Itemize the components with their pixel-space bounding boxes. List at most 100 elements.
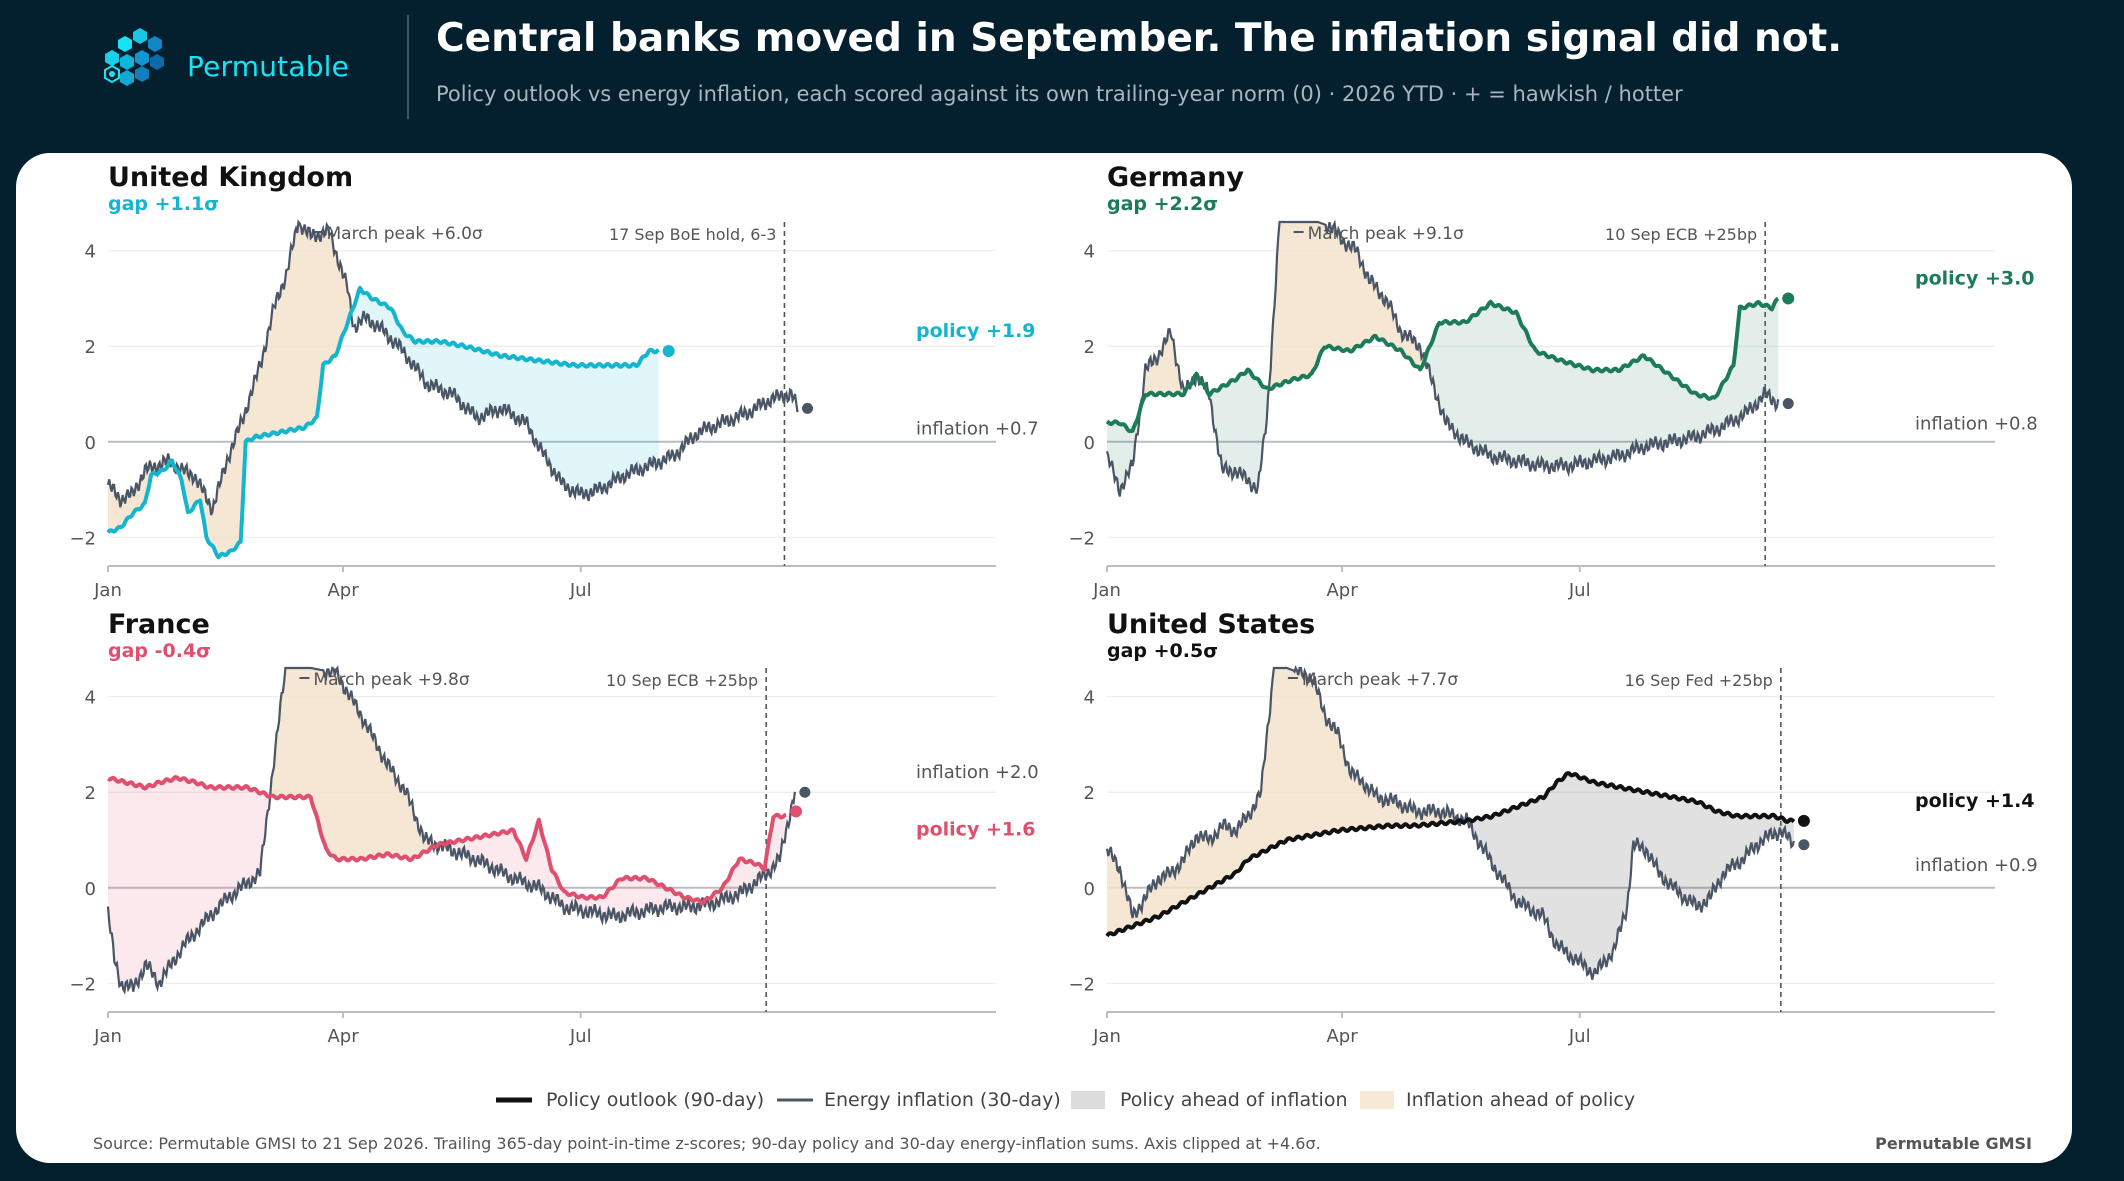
x-tick-label: Jul	[1568, 580, 1591, 601]
policy-line	[1105, 771, 1796, 938]
peak-label: March peak +7.7σ	[1302, 670, 1458, 690]
y-tick-label: 0	[1084, 433, 1095, 454]
y-tick-label: 4	[1084, 242, 1095, 263]
source-note: Source: Permutable GMSI to 21 Sep 2026. …	[93, 1134, 1321, 1153]
policy-end-marker	[1797, 814, 1810, 827]
inflation-ahead-area	[269, 668, 437, 860]
inflation-end-marker	[1782, 398, 1794, 410]
x-tick-label: Jan	[93, 580, 122, 601]
brand-label: Permutable GMSI	[1875, 1134, 2032, 1153]
event-label: 17 Sep BoE hold, 6-3	[609, 225, 776, 244]
x-tick-label: Jul	[1568, 1026, 1591, 1047]
x-tick-label: Apr	[1326, 1026, 1358, 1047]
policy-end-label: policy +1.4	[1915, 790, 2035, 812]
policy-line	[107, 775, 787, 906]
inflation-end-label: inflation +2.0	[916, 762, 1039, 783]
y-tick-label: 0	[85, 879, 96, 900]
header: Permutable Central banks moved in Septem…	[0, 0, 2124, 155]
hexagon-logo-icon	[104, 28, 164, 86]
permutable-logo: Permutable	[104, 28, 349, 108]
legend-label: Inflation ahead of policy	[1406, 1089, 1636, 1111]
page-subtitle: Policy outlook vs energy inflation, each…	[436, 82, 1683, 106]
inflation-end-label: inflation +0.8	[1915, 414, 2038, 435]
event-label: 16 Sep Fed +25bp	[1625, 671, 1773, 690]
policy-ahead-area	[1465, 773, 1794, 974]
y-tick-label: −2	[69, 528, 96, 549]
y-tick-label: 2	[1084, 337, 1095, 358]
inflation-ahead-area	[108, 460, 171, 533]
y-tick-label: −2	[69, 974, 96, 995]
x-tick-label: Jan	[1092, 1026, 1121, 1047]
x-tick-label: Jan	[1092, 580, 1121, 601]
policy-ahead-area	[1424, 298, 1779, 466]
logo-text: Permutable	[187, 50, 350, 83]
panel-gap-label: gap +0.5σ	[1107, 640, 1219, 662]
inflation-line	[106, 219, 799, 516]
panel-title: United States	[1107, 609, 1316, 640]
inflation-line	[106, 665, 796, 995]
x-tick-label: Apr	[327, 1026, 359, 1047]
policy-end-marker	[790, 805, 803, 818]
x-tick-label: Jan	[93, 1026, 122, 1047]
inflation-line	[1105, 219, 1780, 497]
x-tick-label: Jul	[569, 580, 592, 601]
x-tick-label: Apr	[327, 580, 359, 601]
event-label: 10 Sep ECB +25bp	[1605, 225, 1757, 244]
page-title: Central banks moved in September. The in…	[436, 16, 1843, 61]
inflation-ahead-area	[1107, 668, 1466, 936]
x-tick-label: Apr	[1326, 580, 1358, 601]
inflation-ahead-area	[1268, 222, 1425, 399]
peak-label: March peak +9.8σ	[313, 670, 469, 690]
legend-label: Policy outlook (90-day)	[546, 1089, 765, 1111]
header-divider	[407, 15, 409, 119]
panel-title: Germany	[1107, 162, 1244, 193]
policy-line	[1105, 296, 1780, 434]
y-tick-label: 0	[1084, 879, 1095, 900]
policy-end-label: policy +1.6	[916, 818, 1036, 840]
panel-gap-label: gap +2.2σ	[1107, 193, 1219, 215]
inflation-ahead-swatch	[1360, 1091, 1394, 1109]
policy-ahead-area	[108, 777, 269, 989]
legend-label: Policy ahead of inflation	[1120, 1089, 1348, 1111]
peak-label: March peak +6.0σ	[327, 224, 483, 244]
peak-label: March peak +9.1σ	[1308, 224, 1464, 244]
y-tick-label: −2	[1068, 528, 1095, 549]
y-tick-label: 0	[85, 433, 96, 454]
chart-united-kingdom: 4 2 0 −2 Jan Apr Jul 17 Sep BoE hold, 6-3 policy…	[69, 219, 1039, 601]
inflation-line-swatch	[777, 1098, 813, 1102]
policy-end-label: policy +3.0	[1915, 267, 2035, 289]
policy-line	[106, 285, 660, 560]
y-tick-label: 2	[85, 337, 96, 358]
inflation-end-label: inflation +0.9	[1915, 855, 2038, 876]
inflation-line	[1105, 665, 1795, 980]
inflation-end-marker	[802, 402, 814, 414]
panel-gap-label: gap +1.1σ	[108, 193, 220, 215]
inflation-ahead-area	[173, 222, 352, 557]
chart-france: 4 2 0 −2 Jan Apr Jul 10 Sep ECB +25bp policy +1.…	[69, 665, 1039, 1047]
y-tick-label: 2	[85, 783, 96, 804]
y-tick-label: 4	[85, 688, 96, 709]
panel-title: France	[108, 609, 210, 640]
policy-line-swatch	[496, 1097, 532, 1103]
policy-end-marker	[1782, 292, 1795, 305]
inflation-end-marker	[799, 786, 811, 798]
legend-label: Energy inflation (30-day)	[824, 1089, 1061, 1111]
y-tick-label: −2	[1068, 974, 1095, 995]
y-tick-label: 4	[85, 242, 96, 263]
y-tick-label: 4	[1084, 688, 1095, 709]
panel-title: United Kingdom	[108, 162, 354, 193]
policy-ahead-swatch	[1071, 1091, 1105, 1109]
inflation-end-marker	[1798, 839, 1810, 851]
panel-gap-label: gap -0.4σ	[108, 640, 211, 662]
legend: Policy outlook (90-day) Energy inflation…	[0, 1086, 2124, 1116]
policy-ahead-area	[351, 288, 659, 495]
x-tick-label: Jul	[569, 1026, 592, 1047]
chart-united-states: 4 2 0 −2 Jan Apr Jul 16 Sep Fed +25bp policy +1.…	[1068, 665, 2038, 1047]
y-tick-label: 2	[1084, 783, 1095, 804]
policy-end-label: policy +1.9	[916, 320, 1036, 342]
chart-germany: 4 2 0 −2 Jan Apr Jul 10 Sep ECB +25bp policy +3.…	[1068, 219, 2038, 601]
inflation-ahead-area	[1139, 331, 1183, 418]
inflation-end-label: inflation +0.7	[916, 418, 1039, 439]
policy-ahead-area	[436, 816, 786, 917]
